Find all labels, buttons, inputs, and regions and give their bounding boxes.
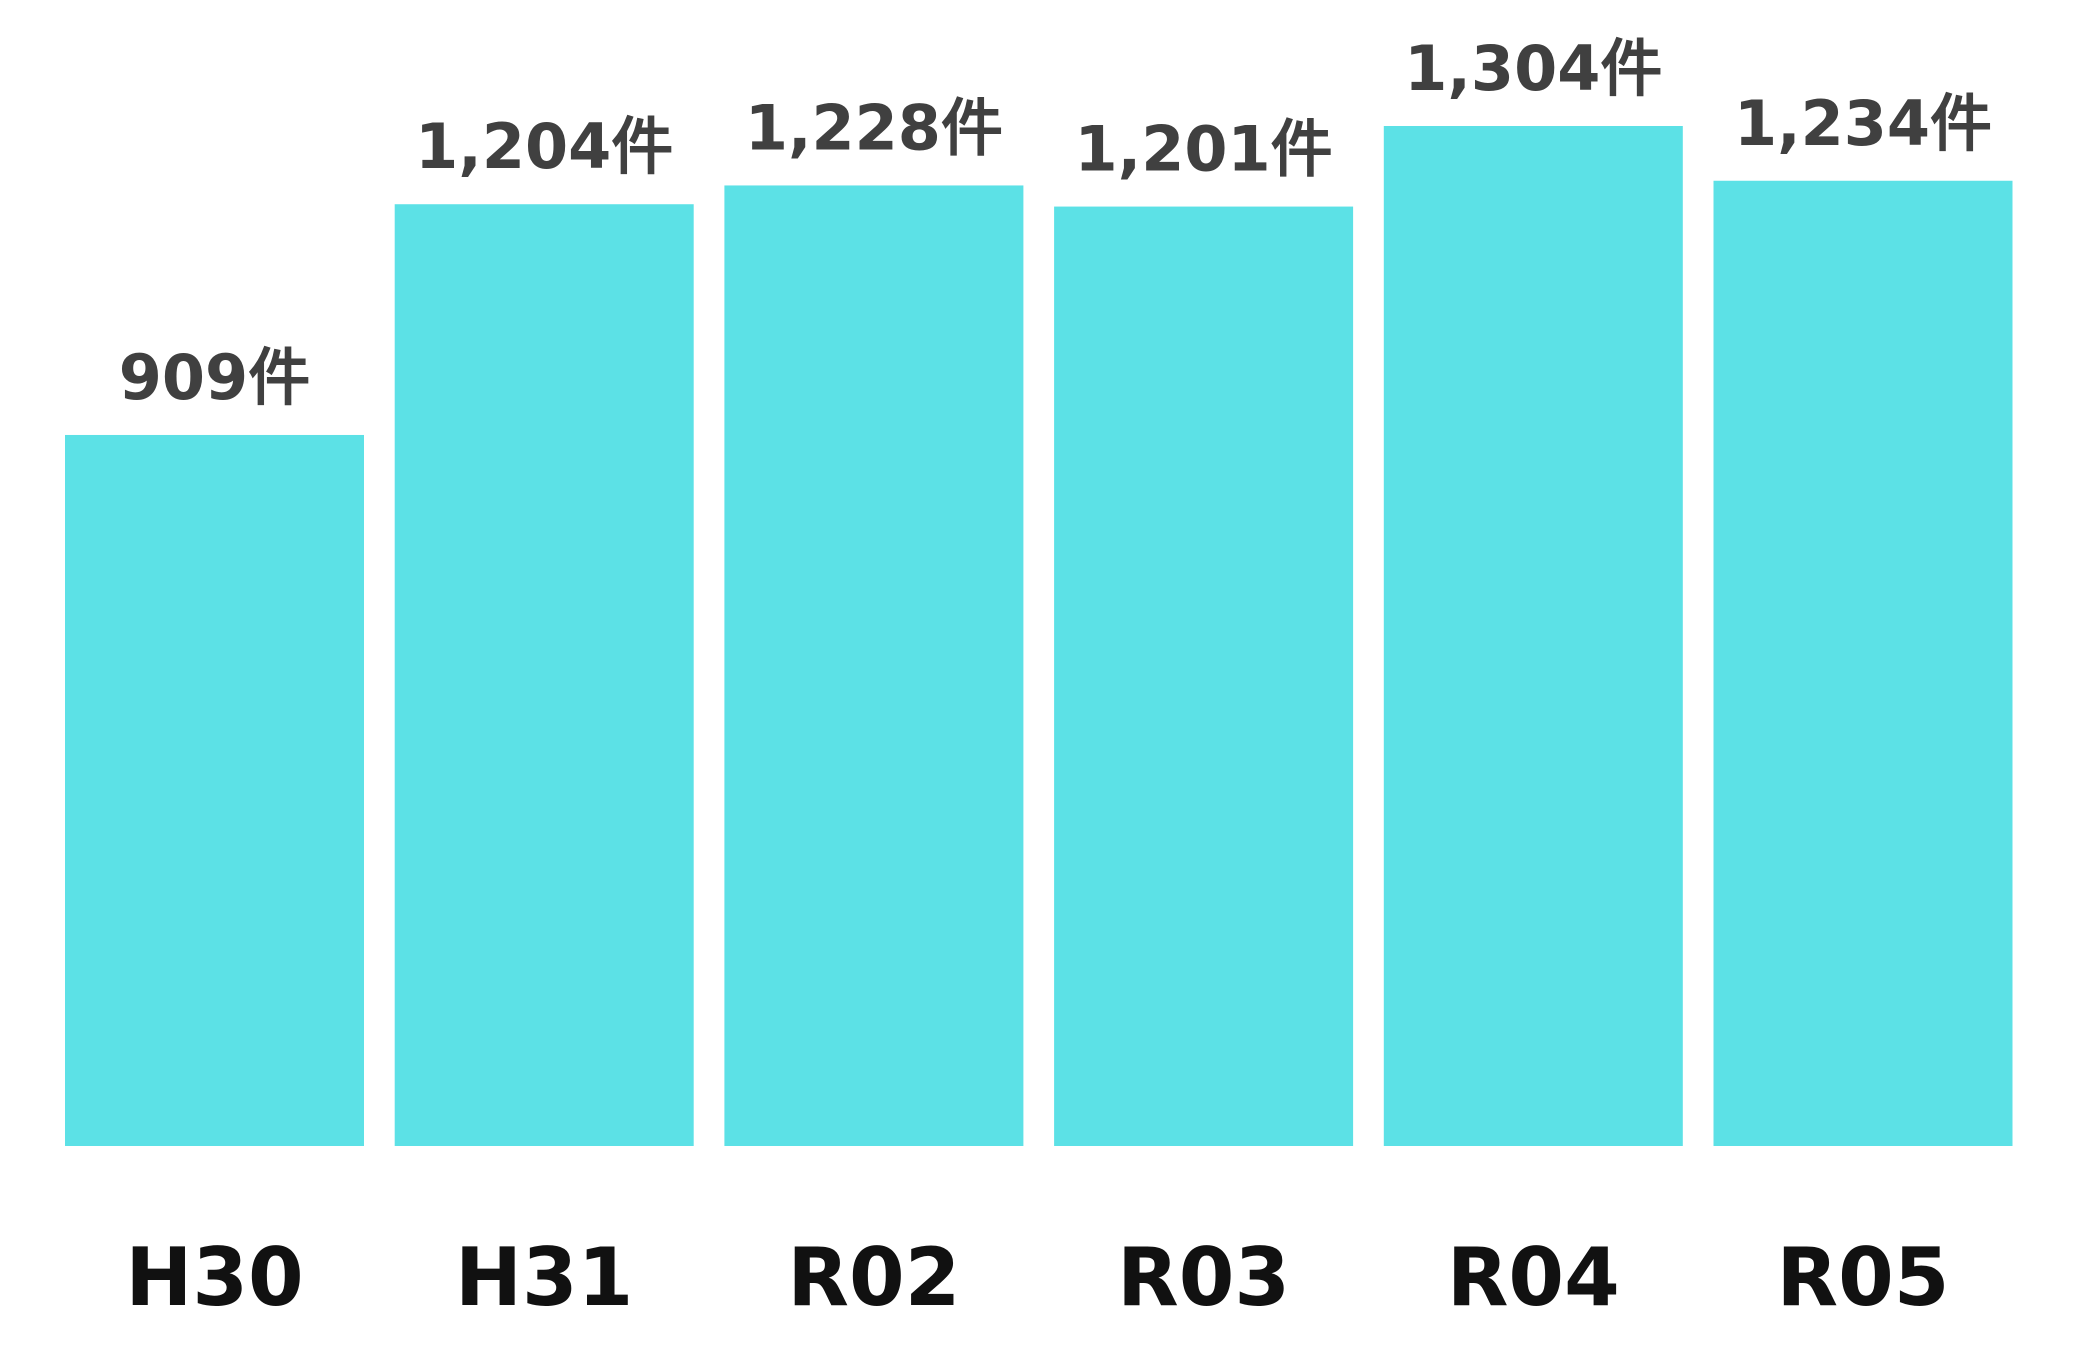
x-tick-label: R04 [1447,1231,1620,1324]
value-label: 909件 [119,341,310,414]
x-tick-label: R05 [1777,1231,1950,1324]
bar [724,185,1024,1146]
value-label: 1,204件 [415,110,673,183]
value-label: 1,304件 [1404,32,1662,105]
value-label: 1,234件 [1734,87,1992,160]
bar [394,204,694,1147]
bar [1054,206,1354,1146]
value-label: 1,228件 [745,91,1003,164]
bar [1383,126,1683,1146]
x-tick-label: H30 [125,1231,303,1324]
x-tick-label: R02 [787,1231,960,1324]
bar [1713,180,2013,1146]
x-tick-label: H31 [455,1231,633,1324]
value-label: 1,201件 [1075,113,1333,186]
x-tick-label: R03 [1117,1231,1290,1324]
bar [65,434,364,1146]
